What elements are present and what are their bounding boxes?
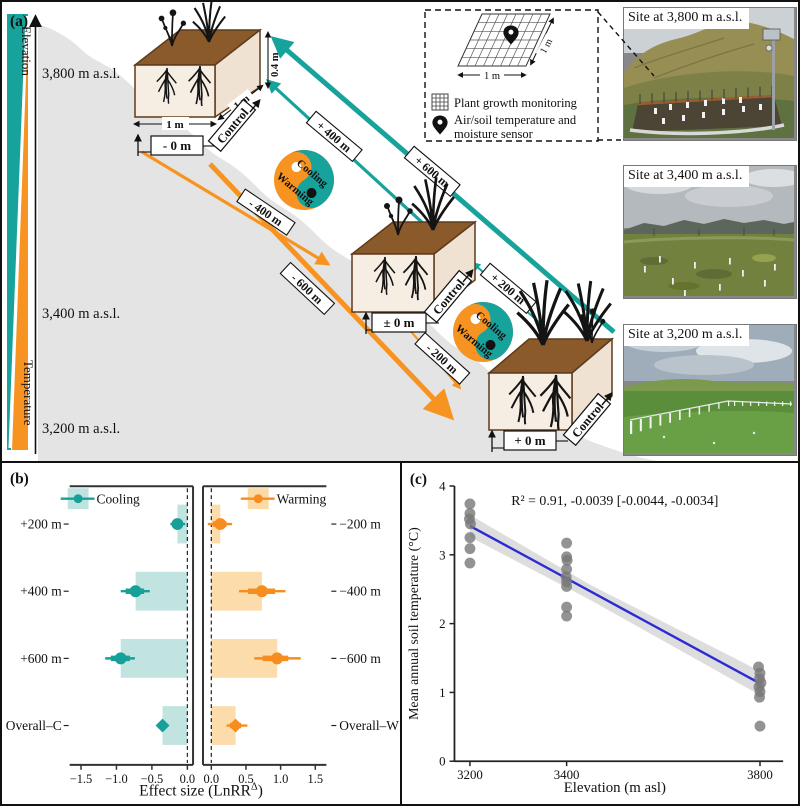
elevation-label-3800: 3,800 m a.s.l. bbox=[42, 66, 120, 82]
svg-text:0.0: 0.0 bbox=[204, 772, 220, 786]
quadrat-width-dim: 1 m bbox=[484, 71, 500, 82]
temperature-gradient-label: Temperature bbox=[21, 360, 36, 426]
panel-a-schematic: Elevation Temperature (a) 3,800 m a.s.l.… bbox=[2, 2, 798, 461]
row-label: −400 m bbox=[339, 584, 381, 599]
gradient-divider bbox=[8, 15, 29, 449]
transplant-arrows bbox=[141, 36, 616, 421]
panel-a-label: (a) bbox=[10, 13, 28, 30]
svg-text:3: 3 bbox=[439, 548, 445, 562]
panel-b-effect-sizes: −1.5 −1.0 −0.5 0.0 +200 m +400 m +600 m Overall… bbox=[2, 461, 402, 804]
row-label: Overall–C bbox=[6, 718, 62, 733]
scatter-point bbox=[464, 518, 476, 530]
scatter-point bbox=[561, 537, 573, 549]
regression-line bbox=[469, 524, 761, 685]
site-photo-3800: Site at 3,800 m a.s.l. bbox=[623, 7, 797, 141]
sensor-pin-on-quadrat bbox=[503, 25, 519, 45]
svg-text:3400: 3400 bbox=[554, 768, 580, 782]
box1-width-dim: 1 m bbox=[166, 119, 183, 131]
svg-text:0.5: 0.5 bbox=[238, 772, 254, 786]
elevation-label-3200: 3,200 m a.s.l. bbox=[42, 421, 120, 437]
warming-arrow-400 bbox=[141, 150, 331, 266]
scatter-point bbox=[464, 532, 476, 544]
box1-offset-label: - 0 m bbox=[163, 138, 191, 153]
photo-caption-3200: Site at 3,200 m a.s.l. bbox=[624, 325, 750, 346]
box1-height-dim: 0.4 m bbox=[270, 52, 281, 77]
scatter-point bbox=[754, 691, 765, 703]
svg-text:−1.5: −1.5 bbox=[70, 772, 93, 786]
box3-offset-label: + 0 m bbox=[514, 433, 545, 448]
row-label: −200 m bbox=[339, 517, 381, 532]
site-photo-3400: Site at 3,400 m a.s.l. bbox=[623, 165, 797, 299]
panel-b-xlabel: Effect size (LnRRΔ) bbox=[139, 782, 263, 800]
row-label: −600 m bbox=[339, 651, 381, 666]
svg-text:3200: 3200 bbox=[457, 768, 483, 782]
site-photo-3200: Site at 3,200 m a.s.l. bbox=[623, 324, 797, 456]
svg-text:−1.0: −1.0 bbox=[105, 772, 128, 786]
elevation-label-3400: 3,400 m a.s.l. bbox=[42, 306, 120, 322]
scatter-point bbox=[561, 554, 573, 566]
temperature-gradient-wedge bbox=[12, 24, 28, 450]
row-label: +400 m bbox=[20, 584, 62, 599]
scatter-point bbox=[754, 720, 766, 732]
cooling-warming-icon-1: Cooling Warming bbox=[274, 150, 334, 210]
svg-text:3800: 3800 bbox=[747, 768, 773, 782]
effect-point bbox=[114, 652, 127, 665]
grid-icon bbox=[431, 93, 449, 111]
legend-label: Warming bbox=[277, 492, 327, 507]
legend-sensor-label-line2: moisture sensor bbox=[454, 127, 534, 141]
effect-point bbox=[271, 652, 284, 665]
scatter-point bbox=[561, 601, 573, 613]
panel-b-label: (b) bbox=[10, 470, 29, 487]
row-label: Overall–W bbox=[339, 718, 399, 733]
soil-temperature-chart: 0 1 2 3 4 3200 3400 3800 R² = 0.91, -0.0039 [-0.… bbox=[406, 471, 784, 796]
elevation-gradient-label: Elevation bbox=[19, 26, 34, 76]
panel-c-label: (c) bbox=[410, 471, 427, 488]
plot-legend-box: 1 m 1 m Plant growth monitoring Air/soil… bbox=[424, 9, 599, 142]
panel-c-ylabel: Mean annual soil temperature (°C) bbox=[406, 527, 422, 720]
svg-text:4: 4 bbox=[439, 479, 446, 493]
svg-text:0: 0 bbox=[439, 755, 445, 769]
mountain-slope bbox=[38, 24, 657, 461]
box2-offset-label: ± 0 m bbox=[384, 315, 415, 330]
panel-c-xlabel: Elevation (m asl) bbox=[564, 780, 666, 796]
scatter-point bbox=[464, 498, 476, 510]
pin-icon bbox=[432, 115, 448, 135]
legend-plant-label: Plant growth monitoring bbox=[454, 96, 578, 110]
photo-caption-3400: Site at 3,400 m a.s.l. bbox=[624, 166, 750, 187]
legend-label: Cooling bbox=[97, 492, 141, 507]
legend-sensor-label-line1: Air/soil temperature and bbox=[454, 113, 577, 127]
row-label: +600 m bbox=[20, 651, 62, 666]
svg-text:2: 2 bbox=[439, 617, 445, 631]
row-label: +200 m bbox=[20, 517, 62, 532]
regression-annotation: R² = 0.91, -0.0039 [-0.0044, -0.0034] bbox=[511, 493, 718, 508]
scatter-point bbox=[464, 543, 476, 555]
panel-c-regression: 0 1 2 3 4 3200 3400 3800 R² = 0.91, -0.0039 [-0.… bbox=[402, 461, 798, 804]
scatter-point bbox=[561, 581, 573, 592]
effect-point bbox=[255, 585, 268, 598]
effect-point bbox=[129, 585, 142, 598]
scatter-point bbox=[561, 610, 573, 622]
svg-text:1: 1 bbox=[439, 686, 445, 700]
effect-size-chart: −1.5 −1.0 −0.5 0.0 +200 m +400 m +600 m Overall… bbox=[6, 470, 399, 800]
cooling-warming-icon-2: Cooling Warming bbox=[453, 302, 513, 362]
svg-text:−0.5: −0.5 bbox=[141, 772, 164, 786]
effect-point bbox=[214, 518, 227, 531]
effect-point bbox=[171, 518, 184, 531]
svg-text:1.5: 1.5 bbox=[308, 772, 324, 786]
svg-text:0.0: 0.0 bbox=[180, 772, 196, 786]
scatter-point bbox=[464, 557, 476, 569]
photo-caption-3800: Site at 3,800 m a.s.l. bbox=[624, 8, 750, 29]
svg-text:1.0: 1.0 bbox=[273, 772, 289, 786]
